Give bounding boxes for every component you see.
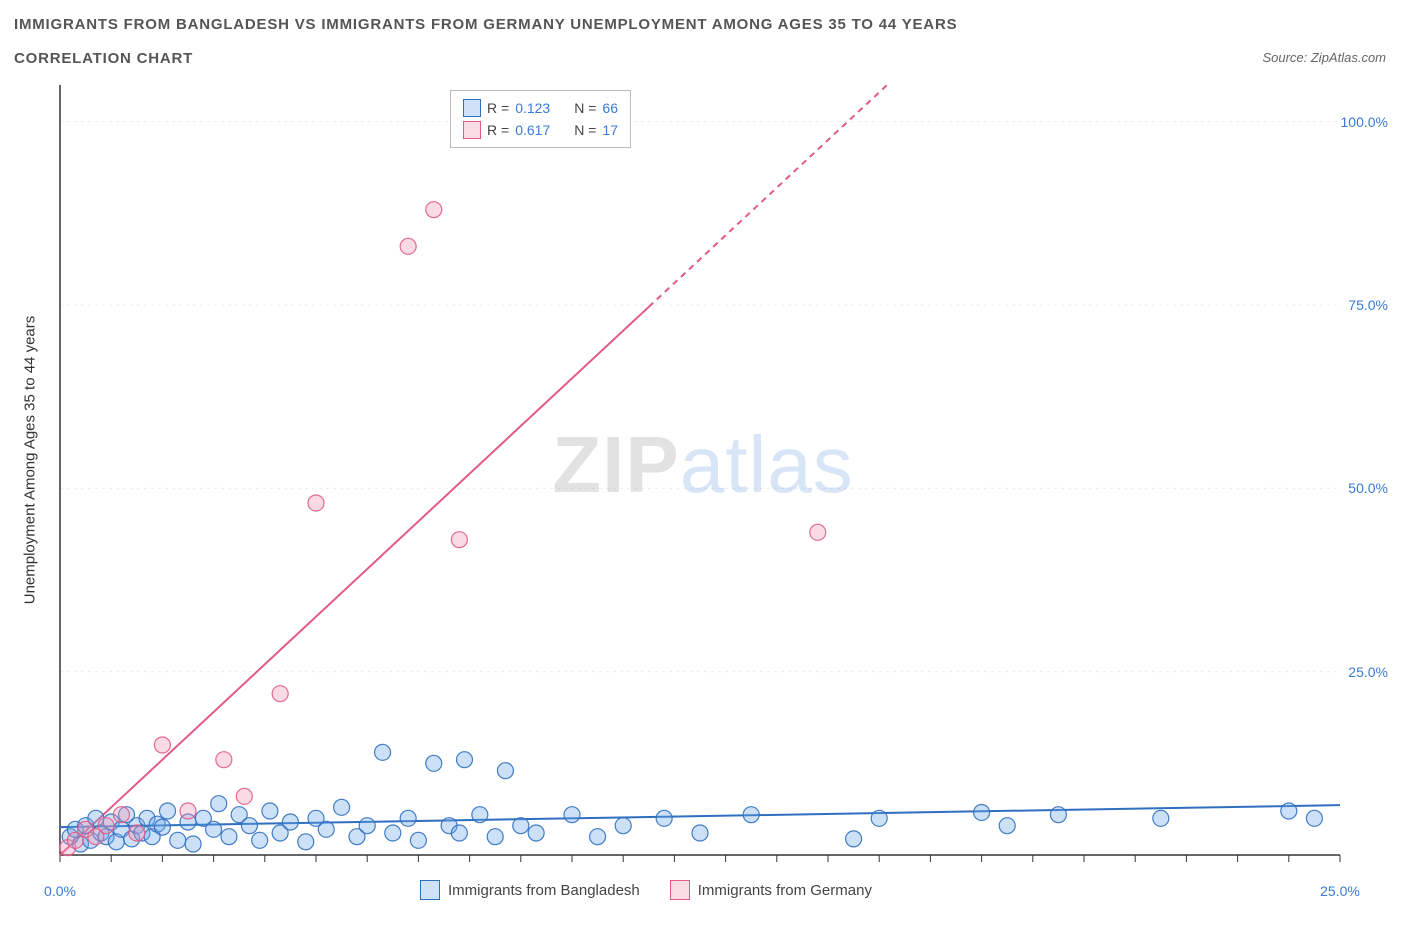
series-legend-item: Immigrants from Germany: [670, 880, 872, 900]
correlation-scatter-chart: [0, 0, 1406, 930]
legend-n-value: 66: [602, 100, 618, 116]
legend-r-value: 0.617: [515, 122, 550, 138]
legend-swatch: [463, 99, 481, 117]
legend-r-value: 0.123: [515, 100, 550, 116]
series-legend-label: Immigrants from Germany: [698, 882, 872, 899]
legend-n-label: N =: [574, 100, 596, 116]
y-tick-label: 25.0%: [1348, 664, 1388, 680]
y-tick-label: 50.0%: [1348, 480, 1388, 496]
legend-row: R = 0.123 N = 66: [463, 97, 618, 119]
y-tick-label: 75.0%: [1348, 297, 1388, 313]
y-tick-label: 100.0%: [1341, 114, 1388, 130]
series-legend: Immigrants from Bangladesh Immigrants fro…: [420, 880, 872, 900]
legend-swatch: [463, 121, 481, 139]
x-tick-label: 25.0%: [1320, 883, 1360, 899]
legend-r-label: R =: [487, 122, 509, 138]
legend-n-label: N =: [574, 122, 596, 138]
legend-swatch: [420, 880, 440, 900]
series-legend-item: Immigrants from Bangladesh: [420, 880, 640, 900]
legend-n-value: 17: [602, 122, 618, 138]
x-tick-label: 0.0%: [44, 883, 76, 899]
legend-r-label: R =: [487, 100, 509, 116]
legend-swatch: [670, 880, 690, 900]
legend-row: R = 0.617 N = 17: [463, 119, 618, 141]
series-legend-label: Immigrants from Bangladesh: [448, 882, 640, 899]
correlation-legend: R = 0.123 N = 66 R = 0.617 N = 17: [450, 90, 631, 148]
